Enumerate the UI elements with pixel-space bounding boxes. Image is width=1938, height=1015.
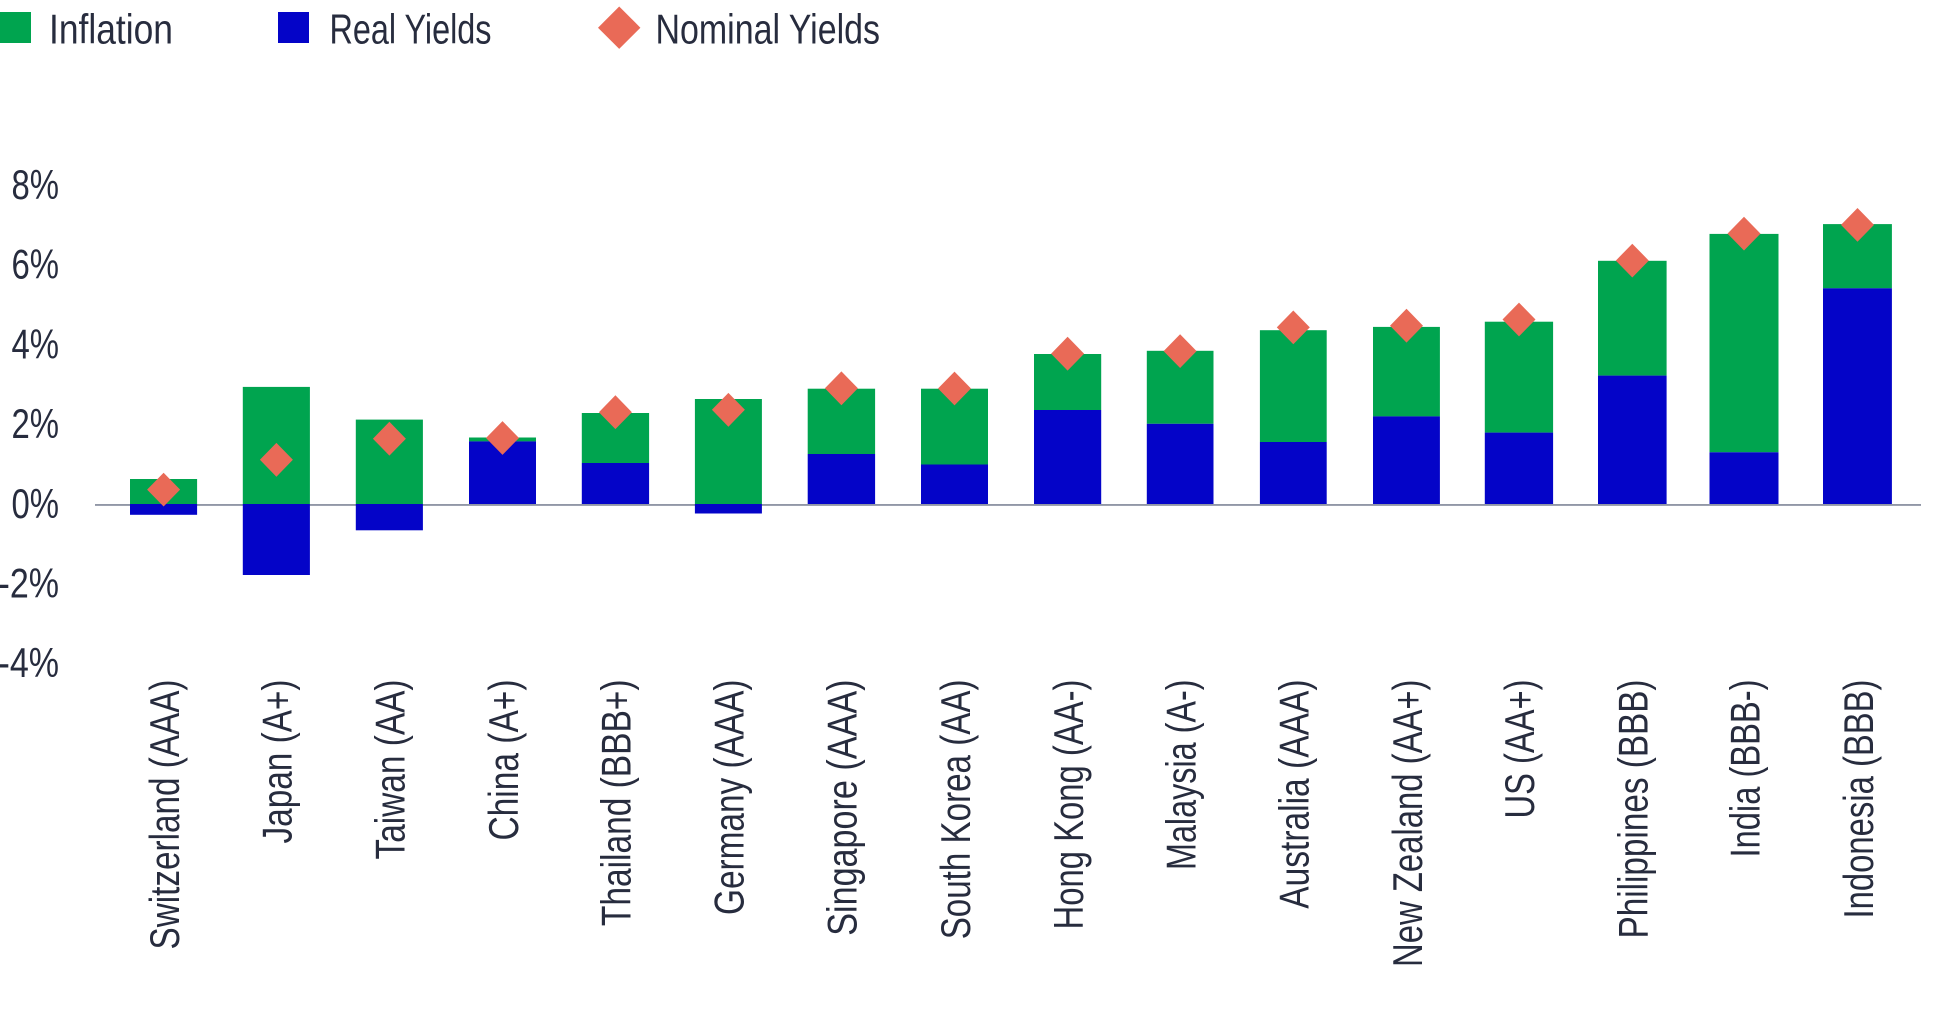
svg-text:Taiwan (AA): Taiwan (AA) bbox=[367, 680, 414, 860]
svg-text:Nominal Yields: Nominal Yields bbox=[656, 5, 881, 52]
svg-text:Germany (AAA): Germany (AAA) bbox=[706, 680, 753, 916]
svg-text:India (BBB-): India (BBB-) bbox=[1721, 680, 1768, 858]
svg-text:Malaysia (A-): Malaysia (A-) bbox=[1157, 680, 1204, 871]
svg-text:New Zealand (AA+): New Zealand (AA+) bbox=[1384, 680, 1431, 968]
svg-text:0%: 0% bbox=[12, 480, 60, 527]
svg-text:Inflation: Inflation bbox=[49, 5, 173, 52]
svg-text:-2%: -2% bbox=[0, 560, 59, 607]
svg-text:Real Yields: Real Yields bbox=[330, 5, 492, 52]
svg-text:Singapore (AAA): Singapore (AAA) bbox=[819, 680, 866, 936]
svg-text:Switzerland (AAA): Switzerland (AAA) bbox=[141, 680, 188, 950]
svg-text:South Korea (AA): South Korea (AA) bbox=[932, 680, 979, 940]
svg-text:Indonesia (BBB): Indonesia (BBB) bbox=[1835, 680, 1882, 919]
svg-text:8%: 8% bbox=[12, 161, 60, 208]
svg-text:Australia (AAA): Australia (AAA) bbox=[1271, 680, 1318, 909]
svg-text:Thailand (BBB+): Thailand (BBB+) bbox=[593, 680, 640, 927]
svg-text:6%: 6% bbox=[12, 241, 60, 288]
svg-text:-4%: -4% bbox=[0, 639, 59, 686]
svg-text:Hong Kong (AA-): Hong Kong (AA-) bbox=[1045, 680, 1092, 930]
svg-text:US (AA+): US (AA+) bbox=[1496, 680, 1543, 819]
svg-text:China (A+): China (A+) bbox=[480, 680, 527, 841]
svg-text:Japan (A+): Japan (A+) bbox=[254, 680, 301, 844]
svg-text:4%: 4% bbox=[12, 320, 60, 367]
svg-text:Philippines (BBB): Philippines (BBB) bbox=[1610, 680, 1657, 939]
svg-text:2%: 2% bbox=[12, 400, 60, 447]
